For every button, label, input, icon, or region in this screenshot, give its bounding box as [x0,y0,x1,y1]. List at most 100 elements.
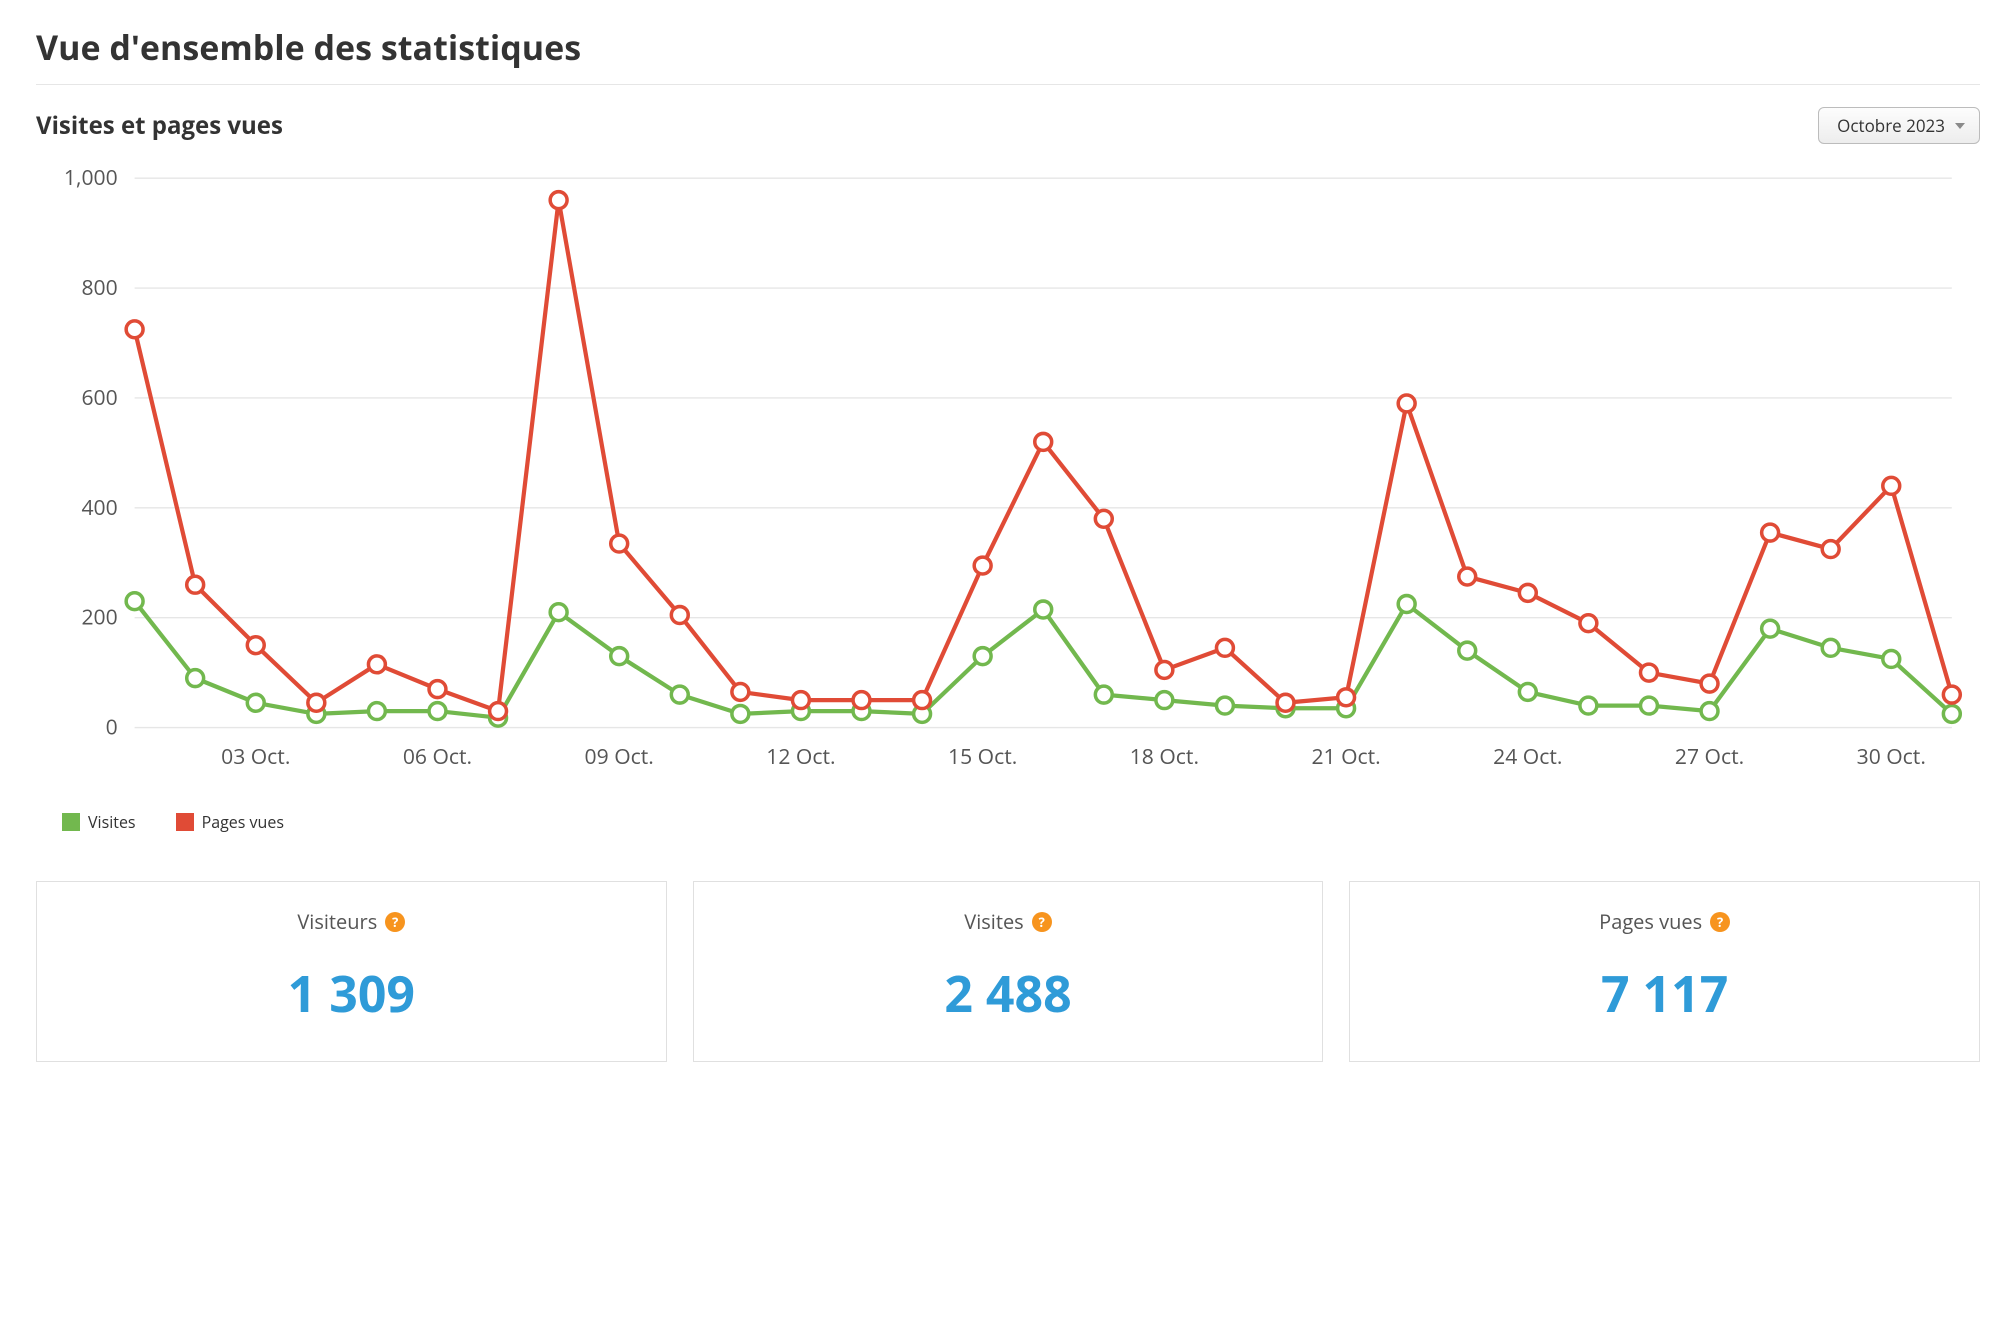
legend-label: Visites [88,811,136,833]
help-icon[interactable]: ? [1032,912,1052,932]
x-tick-label: 30 Oct. [1857,742,1926,771]
page-title: Vue d'ensemble des statistiques [36,24,1980,85]
card-title-text: Visiteurs [297,908,377,935]
help-icon[interactable]: ? [1710,912,1730,932]
data-point-visites[interactable] [1519,683,1536,700]
data-point-pages_vues[interactable] [247,637,264,654]
data-point-visites[interactable] [1701,703,1718,720]
period-select-value: Octobre 2023 [1837,114,1945,137]
data-point-visites[interactable] [1398,596,1415,613]
data-point-pages_vues[interactable] [1519,584,1536,601]
data-point-pages_vues[interactable] [1156,661,1173,678]
data-point-pages_vues[interactable] [490,703,507,720]
summary-card: Visiteurs? 1 309 [36,881,667,1062]
y-tick-label: 800 [81,273,117,302]
data-point-pages_vues[interactable] [914,692,931,709]
y-tick-label: 0 [106,713,118,742]
legend-label: Pages vues [202,811,284,833]
data-point-pages_vues[interactable] [1580,615,1597,632]
traffic-chart-svg: 02004006008001,00003 Oct.06 Oct.09 Oct.1… [36,150,1980,798]
data-point-pages_vues[interactable] [974,557,991,574]
subhead-row: Visites et pages vues Octobre 2023 [36,107,1980,144]
x-tick-label: 12 Oct. [766,742,835,771]
x-tick-label: 18 Oct. [1130,742,1199,771]
card-title-text: Visites [964,908,1023,935]
data-point-pages_vues[interactable] [429,681,446,698]
data-point-pages_vues[interactable] [1216,639,1233,656]
data-point-pages_vues[interactable] [368,656,385,673]
data-point-visites[interactable] [1641,697,1658,714]
card-title: Visites? [964,908,1051,935]
legend-swatch [176,813,194,831]
x-tick-label: 21 Oct. [1311,742,1380,771]
data-point-pages_vues[interactable] [1277,694,1294,711]
x-tick-label: 15 Oct. [948,742,1017,771]
data-point-pages_vues[interactable] [1641,664,1658,681]
legend-item[interactable]: Pages vues [176,811,284,833]
chart-legend: Visites Pages vues [36,811,1980,833]
data-point-visites[interactable] [1822,639,1839,656]
data-point-pages_vues[interactable] [1883,477,1900,494]
data-point-visites[interactable] [1883,651,1900,668]
y-tick-label: 1,000 [64,163,118,192]
legend-swatch [62,813,80,831]
card-value: 2 488 [712,959,1305,1027]
data-point-visites[interactable] [974,648,991,665]
x-tick-label: 03 Oct. [221,742,290,771]
card-title: Visiteurs? [297,908,405,935]
card-value: 7 117 [1368,959,1961,1027]
data-point-pages_vues[interactable] [1035,433,1052,450]
x-tick-label: 09 Oct. [585,742,654,771]
data-point-visites[interactable] [732,705,749,722]
data-point-pages_vues[interactable] [671,607,688,624]
help-icon[interactable]: ? [385,912,405,932]
period-select[interactable]: Octobre 2023 [1818,107,1980,144]
chart-subtitle: Visites et pages vues [36,109,283,142]
data-point-pages_vues[interactable] [1762,524,1779,541]
data-point-visites[interactable] [368,703,385,720]
legend-item[interactable]: Visites [62,811,136,833]
data-point-visites[interactable] [187,670,204,687]
data-point-pages_vues[interactable] [126,321,143,338]
data-point-pages_vues[interactable] [1459,568,1476,585]
summary-cards: Visiteurs? 1 309 Visites? 2 488 Pages vues? 7… [36,881,1980,1062]
data-point-visites[interactable] [1459,642,1476,659]
data-point-pages_vues[interactable] [1701,675,1718,692]
data-point-visites[interactable] [1156,692,1173,709]
data-point-pages_vues[interactable] [1338,689,1355,706]
data-point-pages_vues[interactable] [792,692,809,709]
data-point-visites[interactable] [550,604,567,621]
data-point-pages_vues[interactable] [1398,395,1415,412]
card-title-text: Pages vues [1599,908,1702,935]
data-point-visites[interactable] [429,703,446,720]
data-point-pages_vues[interactable] [1822,541,1839,558]
data-point-pages_vues[interactable] [308,694,325,711]
y-tick-label: 200 [81,603,117,632]
data-point-pages_vues[interactable] [550,192,567,209]
data-point-pages_vues[interactable] [611,535,628,552]
data-point-visites[interactable] [611,648,628,665]
data-point-visites[interactable] [671,686,688,703]
data-point-pages_vues[interactable] [732,683,749,700]
summary-card: Visites? 2 488 [693,881,1324,1062]
data-point-visites[interactable] [1762,620,1779,637]
data-point-pages_vues[interactable] [1095,510,1112,527]
card-value: 1 309 [55,959,648,1027]
x-tick-label: 27 Oct. [1675,742,1744,771]
chevron-down-icon [1955,123,1965,129]
data-point-visites[interactable] [1216,697,1233,714]
data-point-visites[interactable] [1095,686,1112,703]
data-point-visites[interactable] [1580,697,1597,714]
series-line-pages_vues [135,200,1952,711]
y-tick-label: 400 [81,493,117,522]
data-point-visites[interactable] [126,593,143,610]
data-point-pages_vues[interactable] [853,692,870,709]
card-title: Pages vues? [1599,908,1730,935]
data-point-pages_vues[interactable] [187,576,204,593]
x-tick-label: 24 Oct. [1493,742,1562,771]
data-point-pages_vues[interactable] [1943,686,1960,703]
data-point-visites[interactable] [1035,601,1052,618]
data-point-visites[interactable] [1943,705,1960,722]
data-point-visites[interactable] [247,694,264,711]
traffic-chart: 02004006008001,00003 Oct.06 Oct.09 Oct.1… [36,150,1980,803]
